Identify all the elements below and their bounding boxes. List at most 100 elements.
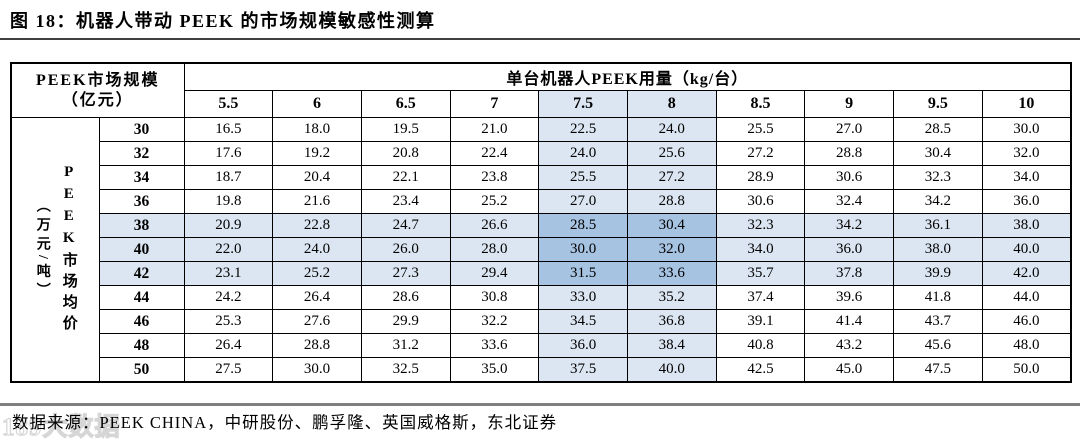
data-cell: 43.7	[893, 309, 983, 334]
data-cell: 26.0	[360, 237, 451, 262]
data-cell: 33.6	[626, 261, 717, 286]
data-cell: 34.2	[804, 213, 895, 238]
data-cell: 34.0	[715, 237, 806, 262]
data-cell: 25.3	[183, 309, 274, 334]
data-cell: 21.6	[272, 189, 362, 214]
col-header: 10	[981, 90, 1072, 118]
data-cell: 30.0	[272, 357, 362, 383]
corner-header: PEEK市场规模 （亿元）	[10, 62, 185, 118]
price-axis-unit: （万元/吨）	[34, 197, 50, 302]
row-header: 30	[98, 117, 185, 142]
header-row-top: PEEK市场规模 （亿元） 单台机器人PEEK用量（kg/台）	[10, 62, 1072, 118]
data-cell: 26.4	[183, 333, 274, 358]
sensitivity-table: PEEK市场规模 （亿元） 单台机器人PEEK用量（kg/台） 5.5 6 6.5 7…	[10, 62, 1073, 383]
data-cell: 30.6	[804, 165, 895, 190]
data-cell: 19.8	[183, 189, 274, 214]
data-cell: 36.8	[626, 309, 717, 334]
data-cell: 28.0	[449, 237, 540, 262]
data-cell: 40.0	[626, 357, 717, 383]
col-header: 7	[449, 90, 540, 118]
data-cell: 27.0	[804, 117, 895, 142]
data-cell: 22.0	[183, 237, 274, 262]
data-cell: 22.1	[360, 165, 451, 190]
data-cell: 23.8	[449, 165, 540, 190]
data-cell: 26.4	[272, 285, 362, 310]
table-row: 32 17.6 19.2 20.8 22.4 24.0 25.6 27.2 28.8 30.4 32…	[11, 141, 1072, 166]
data-cell: 32.4	[804, 189, 895, 214]
col-header: 9.5	[893, 90, 983, 118]
data-cell: 38.0	[981, 213, 1072, 238]
col-header: 6	[272, 90, 362, 118]
data-cell: 28.5	[538, 213, 628, 238]
footer-rule	[0, 403, 1080, 406]
data-cell: 28.6	[360, 285, 451, 310]
data-cell: 32.2	[449, 309, 540, 334]
data-cell: 36.0	[804, 237, 895, 262]
table-row: 44 24.2 26.4 28.6 30.8 33.0 35.2 37.4 39.6 41.8 44…	[11, 285, 1072, 310]
data-cell: 44.0	[981, 285, 1072, 310]
data-cell: 34.2	[893, 189, 983, 214]
data-cell: 45.6	[893, 333, 983, 358]
data-cell: 25.5	[715, 117, 806, 142]
data-cell: 22.4	[449, 141, 540, 166]
data-cell: 30.4	[893, 141, 983, 166]
data-cell: 27.5	[183, 357, 274, 383]
data-cell: 41.8	[893, 285, 983, 310]
table-container: PEEK市场规模 （亿元） 单台机器人PEEK用量（kg/台） 5.5 6 6.5 7…	[10, 62, 1073, 383]
data-cell: 29.9	[360, 309, 451, 334]
data-cell: 37.4	[715, 285, 806, 310]
data-cell: 36.0	[538, 333, 628, 358]
data-cell: 16.5	[183, 117, 274, 142]
table-row: 38 20.9 22.8 24.7 26.6 28.5 30.4 32.3 34.2 36.1 38…	[11, 213, 1072, 238]
data-cell: 32.3	[715, 213, 806, 238]
data-cell: 39.9	[893, 261, 983, 286]
data-cell: 39.1	[715, 309, 806, 334]
data-cell: 18.7	[183, 165, 274, 190]
data-cell: 22.5	[538, 117, 628, 142]
col-header: 5.5	[183, 90, 274, 118]
data-cell: 43.2	[804, 333, 895, 358]
data-cell: 38.0	[893, 237, 983, 262]
data-cell: 19.2	[272, 141, 362, 166]
data-cell: 27.3	[360, 261, 451, 286]
data-cell: 38.4	[626, 333, 717, 358]
table-row: 34 18.7 20.4 22.1 23.8 25.5 27.2 28.9 30.6 32.3 34…	[11, 165, 1072, 190]
data-cell: 34.5	[538, 309, 628, 334]
row-header: 38	[98, 213, 185, 238]
table-row: 42 23.1 25.2 27.3 29.4 31.5 33.6 35.7 37.8 39.9 42…	[11, 261, 1072, 286]
data-cell: 36.0	[981, 189, 1072, 214]
data-cell: 17.6	[183, 141, 274, 166]
data-cell: 31.2	[360, 333, 451, 358]
data-cell: 32.5	[360, 357, 451, 383]
price-axis-label: PEEK市场均价	[60, 163, 77, 336]
data-cell: 40.0	[981, 237, 1072, 262]
data-cell: 40.8	[715, 333, 806, 358]
row-header: 50	[98, 357, 185, 383]
data-cell: 45.0	[804, 357, 895, 383]
data-cell: 32.0	[981, 141, 1072, 166]
col-header: 6.5	[360, 90, 451, 118]
data-cell: 23.4	[360, 189, 451, 214]
data-cell: 22.8	[272, 213, 362, 238]
table-row: 46 25.3 27.6 29.9 32.2 34.5 36.8 39.1 41.4 43.7 46…	[11, 309, 1072, 334]
corner-header-line2: （亿元）	[61, 91, 134, 109]
data-cell: 25.2	[449, 189, 540, 214]
row-header: 32	[98, 141, 185, 166]
table-row: （万元/吨） PEEK市场均价 30 16.5 18.0 19.5 21.0 22.5 24.0…	[10, 117, 1072, 383]
data-cell: 28.9	[715, 165, 806, 190]
usage-span-header: 单台机器人PEEK用量（kg/台）	[183, 62, 1072, 91]
price-axis-wrap: （万元/吨） PEEK市场均价	[12, 118, 98, 381]
data-cell: 35.0	[449, 357, 540, 383]
data-cell: 28.5	[893, 117, 983, 142]
data-cell: 48.0	[981, 333, 1072, 358]
data-cell: 28.8	[804, 141, 895, 166]
data-cell: 39.6	[804, 285, 895, 310]
data-cell: 25.6	[626, 141, 717, 166]
row-header: 48	[98, 333, 185, 358]
data-cell: 32.0	[626, 237, 717, 262]
data-cell: 31.5	[538, 261, 628, 286]
data-cell: 34.0	[981, 165, 1072, 190]
figure-title: 图 18：机器人带动 PEEK 的市场规模敏感性测算	[10, 11, 436, 31]
data-cell: 20.9	[183, 213, 274, 238]
